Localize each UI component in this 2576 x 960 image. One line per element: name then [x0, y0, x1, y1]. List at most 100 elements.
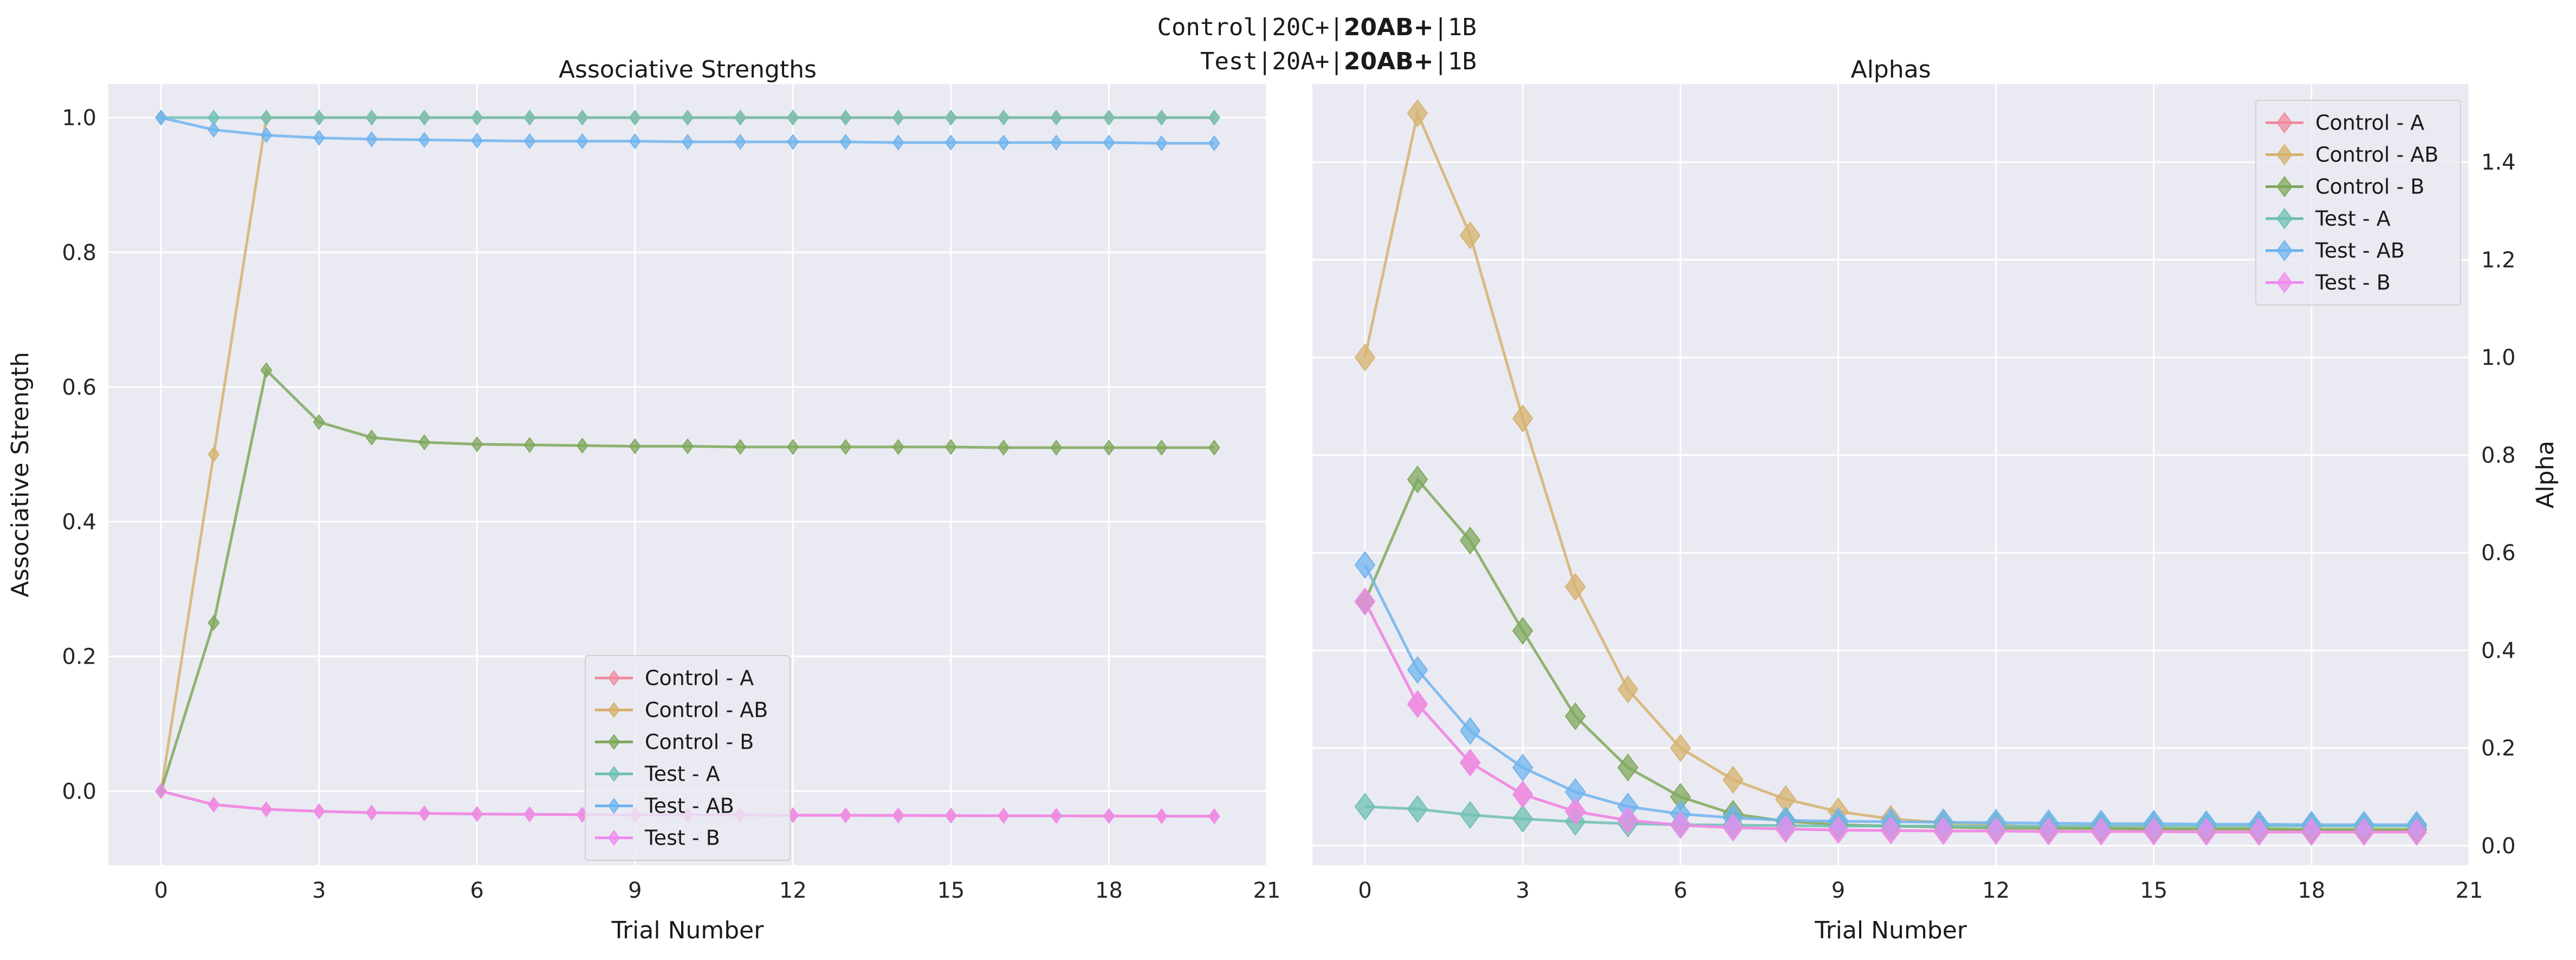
x-axis-label: Trial Number: [611, 917, 765, 944]
legend-entry-control-a: Control - A: [2315, 111, 2424, 135]
data-point-test-a: [1512, 805, 1533, 833]
data-point-control-b: [1208, 439, 1220, 456]
x-axis-label: Trial Number: [1814, 917, 1967, 944]
data-point-control-b: [734, 439, 747, 455]
x-tick-label: 3: [1516, 878, 1529, 903]
data-point-test-ab: [208, 121, 220, 138]
data-point-test-b: [2406, 818, 2428, 846]
x-tick-label: 21: [2456, 878, 2483, 903]
y-tick-labels: 0.0 0.2 0.4 0.6 0.8 1.0: [62, 106, 96, 804]
legend-entry-test-a: Test - A: [2315, 207, 2391, 231]
x-tick-label: 3: [312, 878, 326, 903]
data-point-test-b: [155, 783, 167, 799]
legend-entry-test-ab: Test - AB: [2315, 239, 2405, 263]
y-axis-label: Alpha: [2532, 440, 2559, 508]
data-point-test-a: [1354, 793, 1376, 821]
data-point-test-a: [365, 109, 378, 126]
data-point-test-b: [365, 805, 378, 821]
data-point-control-b: [1564, 702, 1586, 730]
y-tick-label: 0.0: [2481, 834, 2516, 859]
data-point-control-b: [892, 439, 904, 455]
data-point-test-b: [2301, 818, 2322, 846]
data-point-control-ab: [1564, 573, 1586, 601]
data-point-control-b: [1617, 754, 1639, 782]
data-point-test-ab: [1155, 135, 1168, 152]
data-point-control-ab: [1723, 766, 1744, 794]
data-point-control-b: [260, 362, 273, 378]
legend-marker-control-ab: [2276, 144, 2293, 166]
data-point-test-b: [1103, 808, 1115, 824]
data-point-test-b: [523, 806, 536, 822]
data-point-test-a: [1459, 801, 1481, 829]
data-point-test-b: [1670, 811, 1691, 839]
legend-entry-control-ab: Control - AB: [2315, 143, 2438, 167]
data-point-test-b: [998, 808, 1010, 824]
data-point-control-b: [998, 439, 1010, 456]
data-point-test-b: [208, 796, 220, 813]
y-tick-label: 0.4: [62, 510, 96, 535]
data-point-test-ab: [155, 109, 167, 126]
data-point-test-a: [523, 109, 536, 126]
y-tick-label: 0.8: [2481, 443, 2516, 468]
y-tick-label: 0.2: [2481, 736, 2516, 761]
data-point-control-b: [208, 614, 220, 631]
series-markers: [155, 109, 1220, 825]
data-point-test-a: [629, 109, 641, 126]
legend-entry-test-a: Test - A: [644, 762, 720, 786]
data-point-test-a: [1050, 109, 1063, 126]
data-point-control-b: [1050, 439, 1063, 456]
legend-marker-control-a: [608, 670, 620, 686]
data-point-test-b: [892, 807, 904, 823]
data-point-test-ab: [1407, 656, 1428, 684]
suptitle-line-2: Test|20A+|20AB+|1B: [1200, 48, 1477, 75]
x-tick-label: 0: [1358, 878, 1371, 903]
y-tick-label: 1.2: [2481, 248, 2516, 273]
data-point-test-a: [839, 109, 852, 126]
data-point-control-ab: [1459, 221, 1481, 250]
data-point-test-ab: [471, 132, 483, 149]
series-markers: [1354, 99, 2428, 846]
data-point-test-a: [734, 109, 747, 126]
data-point-control-ab: [1617, 675, 1639, 704]
data-point-test-b: [1459, 749, 1481, 777]
legend-marker-control-a: [2276, 112, 2293, 134]
data-point-control-ab: [1407, 99, 1428, 127]
data-point-test-ab: [998, 134, 1010, 151]
data-point-test-ab: [1050, 134, 1063, 151]
legend-entry-test-b: Test - B: [644, 826, 720, 850]
data-point-test-b: [2248, 818, 2270, 846]
data-point-control-ab: [1512, 404, 1533, 433]
data-point-test-b: [944, 807, 957, 824]
data-point-test-ab: [576, 133, 588, 150]
y-tick-labels: 0.0 0.2 0.4 0.6 0.8 1.0 1.2 1.4: [2481, 150, 2516, 859]
associative-strengths-panel: 0 3 6 9 12 15 18 21 0.0 0.2 0.4 0.6 0.8 1.0 Associat…: [7, 56, 1280, 944]
y-tick-label: 0.2: [62, 645, 96, 670]
data-point-control-b: [576, 437, 588, 454]
legend-entry-test-ab: Test - AB: [644, 794, 734, 818]
x-tick-label: 15: [937, 878, 965, 903]
suptitle-line-1: Control|20C+|20AB+|1B: [1157, 14, 1477, 41]
data-point-control-b: [944, 439, 957, 455]
data-point-control-b: [787, 439, 799, 455]
data-point-test-b: [1933, 817, 1954, 845]
data-point-test-a: [944, 109, 957, 126]
data-point-test-b: [1208, 808, 1220, 825]
data-point-test-b: [1354, 587, 1376, 615]
data-point-test-b: [1617, 806, 1639, 834]
y-tick-label: 0.4: [2481, 638, 2516, 663]
legend-entry-control-ab: Control - AB: [645, 698, 768, 722]
data-point-control-b: [313, 414, 325, 430]
data-point-test-b: [2143, 818, 2164, 846]
legend-marker-test-b: [608, 829, 620, 846]
data-point-test-b: [260, 801, 273, 818]
legend-entry-control-b: Control - B: [2315, 175, 2424, 199]
data-point-test-ab: [1208, 135, 1220, 152]
legend: Control - A Control - AB Control - B Test -…: [2255, 100, 2461, 306]
legend-marker-control-ab: [608, 702, 620, 718]
y-tick-label: 0.8: [62, 241, 96, 265]
data-point-test-ab: [313, 129, 325, 146]
data-point-control-b: [471, 436, 483, 452]
data-point-test-ab: [418, 132, 431, 148]
y-tick-label: 1.4: [2481, 150, 2516, 175]
data-point-control-b: [523, 437, 536, 453]
